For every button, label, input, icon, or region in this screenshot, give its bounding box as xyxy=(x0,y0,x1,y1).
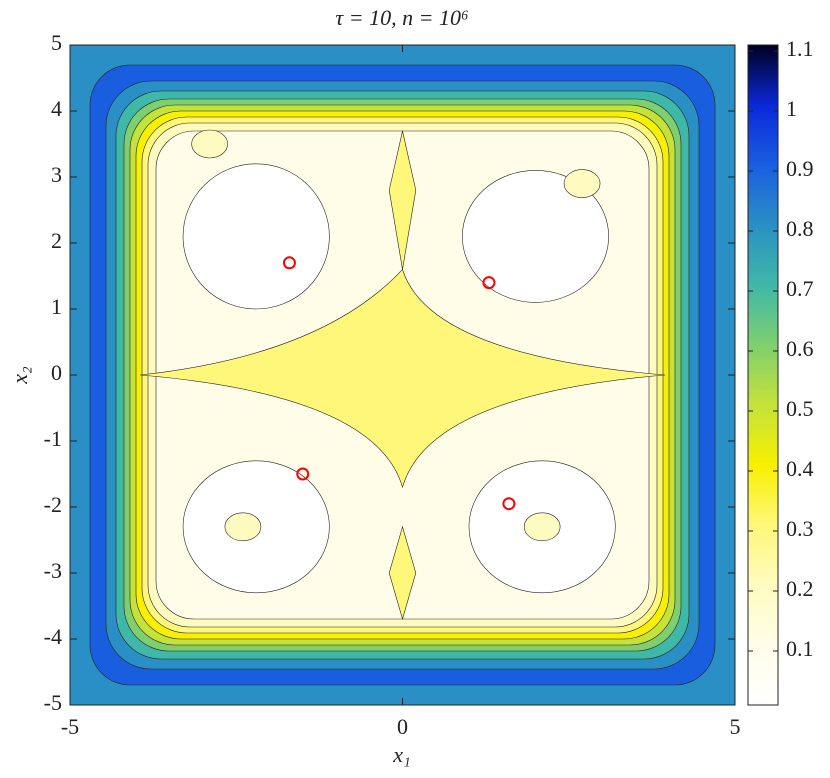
contour-band xyxy=(523,512,561,542)
y-tick-label: -3 xyxy=(44,558,62,583)
colorbar-tick-label: 1 xyxy=(786,96,797,121)
point xyxy=(502,497,516,511)
x-tick-label: 0 xyxy=(397,714,408,739)
colorbar-tick-label: 1.1 xyxy=(786,36,814,61)
y-tick-label: -1 xyxy=(44,426,62,451)
colorbar-tick-label: 0.9 xyxy=(786,156,814,181)
point xyxy=(296,467,310,481)
x-axis-label: x₁ xyxy=(392,742,410,767)
y-tick-label: 1 xyxy=(51,294,62,319)
contour-band xyxy=(191,129,228,159)
y-tick-label: -5 xyxy=(44,690,62,715)
contour-band xyxy=(139,268,666,489)
contour-band xyxy=(563,169,601,198)
colorbar-tick-label: 0.1 xyxy=(786,636,814,661)
y-tick-label: 5 xyxy=(51,30,62,55)
contour-band xyxy=(224,512,262,542)
contour-band xyxy=(182,163,330,310)
y-tick-label: -4 xyxy=(44,624,62,649)
y-tick-label: 2 xyxy=(51,228,62,253)
y-tick-label: 4 xyxy=(51,96,62,121)
x-tick-label: -5 xyxy=(61,714,79,739)
point xyxy=(282,256,296,270)
colorbar-tick-label: 0.4 xyxy=(786,456,814,481)
y-tick-label: 3 xyxy=(51,162,62,187)
contour-band xyxy=(462,170,609,303)
y-axis-label: x₂ xyxy=(7,366,32,385)
colorbar-tick-label: 0.3 xyxy=(786,516,814,541)
colorbar-tick-label: 0.8 xyxy=(786,216,814,241)
y-tick-label: -2 xyxy=(44,492,62,517)
colorbar-tick-label: 0.5 xyxy=(786,396,814,421)
colorbar-tick-label: 0.6 xyxy=(786,336,814,361)
colorbar-tick-label: 0.7 xyxy=(786,276,814,301)
colorbar xyxy=(747,44,779,706)
contour-field xyxy=(70,45,735,705)
contour-band xyxy=(388,130,417,621)
point xyxy=(482,276,496,290)
colorbar-tick-label: 0.2 xyxy=(786,576,814,601)
x-tick-label: 5 xyxy=(730,714,741,739)
chart-title: τ = 10, n = 10⁶ xyxy=(335,5,468,30)
y-tick-label: 0 xyxy=(51,360,62,385)
